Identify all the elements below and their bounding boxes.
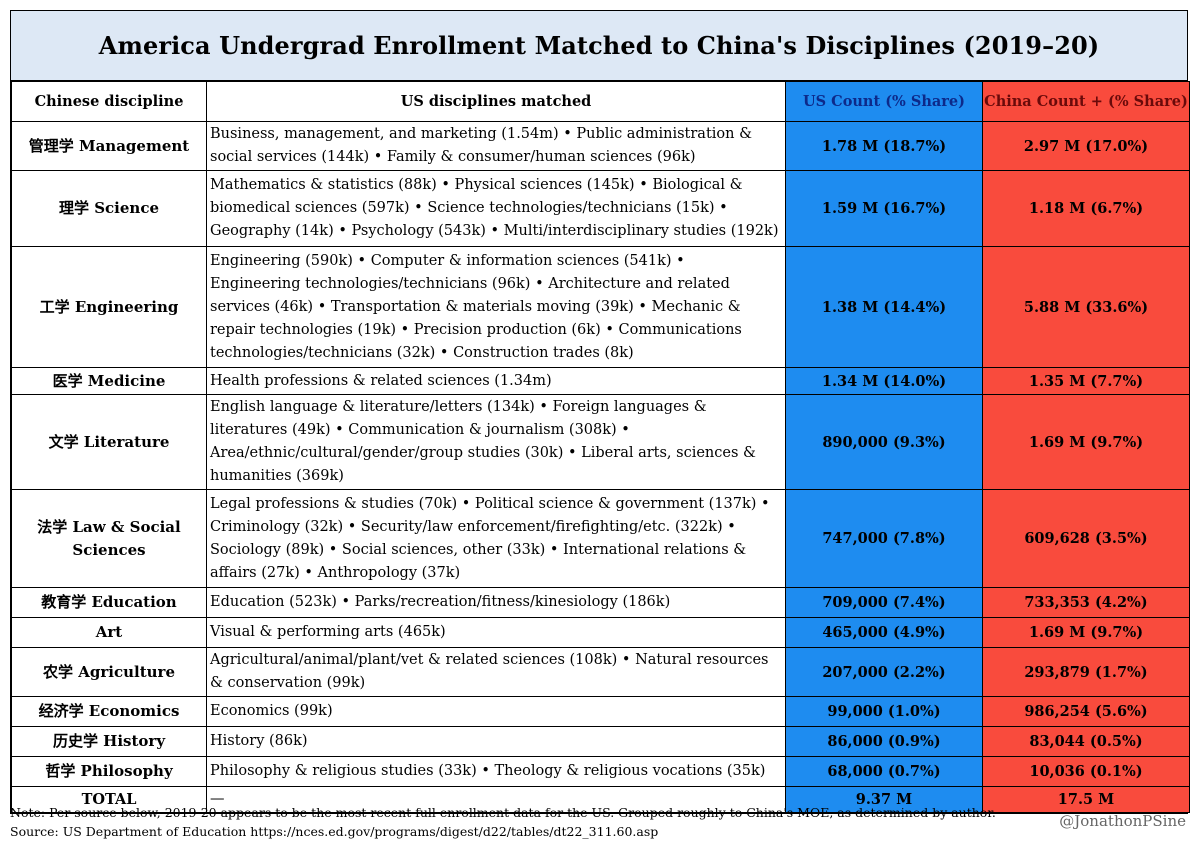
chart-title: America Undergrad Enrollment Matched to … [11, 11, 1187, 81]
row-discipline: 工学 Engineering [11, 246, 207, 368]
row-us-count: 1.78 M (18.7%) [785, 121, 983, 171]
row-us-matched: English language & literature/letters (1… [206, 394, 786, 490]
row-discipline: 历史学 History [11, 726, 207, 757]
enrollment-table-frame: America Undergrad Enrollment Matched to … [10, 10, 1190, 814]
row-us-matched: Health professions & related sciences (1… [206, 367, 786, 395]
row-us-count: 68,000 (0.7%) [785, 756, 983, 787]
row-us-count: 99,000 (1.0%) [785, 696, 983, 727]
row-china-count: 1.35 M (7.7%) [982, 367, 1190, 395]
table-row: 教育学 Education Education (523k) • Parks/re… [11, 587, 1190, 618]
row-us-count: 709,000 (7.4%) [785, 587, 983, 618]
row-discipline: 法学 Law & Social Sciences [11, 489, 207, 588]
row-us-count: 465,000 (4.9%) [785, 617, 983, 648]
row-china-count: 733,353 (4.2%) [982, 587, 1190, 618]
row-discipline: 文学 Literature [11, 394, 207, 490]
table-row: 医学 Medicine Health professions & related … [11, 367, 1190, 395]
row-china-count: 986,254 (5.6%) [982, 696, 1190, 727]
row-china-count: 83,044 (0.5%) [982, 726, 1190, 757]
row-us-matched: Economics (99k) [206, 696, 786, 727]
enrollment-table: Chinese discipline US disciplines matche… [11, 81, 1190, 813]
total-matched: — [206, 786, 786, 813]
row-us-matched: Legal professions & studies (70k) • Poli… [206, 489, 786, 588]
row-us-count: 1.34 M (14.0%) [785, 367, 983, 395]
table-row: 经济学 Economics Economics (99k) 99,000 (1.0%… [11, 696, 1190, 727]
row-discipline: 医学 Medicine [11, 367, 207, 395]
table-body: 管理学 Management Business, management, and … [11, 121, 1190, 787]
row-discipline: 理学 Science [11, 170, 207, 247]
row-china-count: 1.69 M (9.7%) [982, 617, 1190, 648]
row-us-matched: Education (523k) • Parks/recreation/fitn… [206, 587, 786, 618]
table-row: 法学 Law & Social Sciences Legal profession… [11, 489, 1190, 588]
row-china-count: 2.97 M (17.0%) [982, 121, 1190, 171]
table-row: 文学 Literature English language & literatu… [11, 394, 1190, 490]
row-us-count: 1.38 M (14.4%) [785, 246, 983, 368]
header-chinese-discipline: Chinese discipline [11, 81, 207, 122]
total-china-count: 17.5 M [982, 786, 1190, 813]
row-china-count: 1.69 M (9.7%) [982, 394, 1190, 490]
footnote: Note: Per source below, 2019-20 appears … [10, 803, 996, 841]
row-discipline: 经济学 Economics [11, 696, 207, 727]
row-us-matched: History (86k) [206, 726, 786, 757]
row-us-matched: Philosophy & religious studies (33k) • T… [206, 756, 786, 787]
header-row: Chinese discipline US disciplines matche… [11, 81, 1190, 122]
row-us-count: 890,000 (9.3%) [785, 394, 983, 490]
row-us-matched: Mathematics & statistics (88k) • Physica… [206, 170, 786, 247]
header-us-disciplines: US disciplines matched [206, 81, 786, 122]
table-row: 管理学 Management Business, management, and … [11, 121, 1190, 171]
total-us-count: 9.37 M [785, 786, 983, 813]
row-discipline: 管理学 Management [11, 121, 207, 171]
table-row: Art Visual & performing arts (465k) 465,00… [11, 617, 1190, 648]
row-us-matched: Business, management, and marketing (1.5… [206, 121, 786, 171]
footnote-note: Note: Per source below, 2019-20 appears … [10, 805, 996, 820]
row-china-count: 10,036 (0.1%) [982, 756, 1190, 787]
header-us-count: US Count (% Share) [785, 81, 983, 122]
row-us-matched: Agricultural/animal/plant/vet & related … [206, 647, 786, 697]
table-row: 哲学 Philosophy Philosophy & religious stud… [11, 756, 1190, 787]
header-china-count: China Count + (% Share) [982, 81, 1190, 122]
row-china-count: 5.88 M (33.6%) [982, 246, 1190, 368]
table-row: 历史学 History History (86k) 86,000 (0.9%) 83,… [11, 726, 1190, 757]
row-discipline: Art [11, 617, 207, 648]
row-us-matched: Visual & performing arts (465k) [206, 617, 786, 648]
row-china-count: 293,879 (1.7%) [982, 647, 1190, 697]
row-us-matched: Engineering (590k) • Computer & informat… [206, 246, 786, 368]
row-discipline: 农学 Agriculture [11, 647, 207, 697]
footnote-source: Source: US Department of Education https… [10, 824, 659, 839]
total-row: TOTAL — 9.37 M 17.5 M [11, 786, 1190, 813]
table-row: 农学 Agriculture Agricultural/animal/plant/… [11, 647, 1190, 697]
row-discipline: 哲学 Philosophy [11, 756, 207, 787]
total-label: TOTAL [11, 786, 207, 813]
row-us-count: 207,000 (2.2%) [785, 647, 983, 697]
table-row: 理学 Science Mathematics & statistics (88k)… [11, 170, 1190, 247]
table-row: 工学 Engineering Engineering (590k) • Compu… [11, 246, 1190, 368]
author-handle: @JonathonPSine [1059, 812, 1186, 830]
row-us-count: 1.59 M (16.7%) [785, 170, 983, 247]
row-us-count: 86,000 (0.9%) [785, 726, 983, 757]
row-china-count: 609,628 (3.5%) [982, 489, 1190, 588]
row-us-count: 747,000 (7.8%) [785, 489, 983, 588]
row-discipline: 教育学 Education [11, 587, 207, 618]
row-china-count: 1.18 M (6.7%) [982, 170, 1190, 247]
